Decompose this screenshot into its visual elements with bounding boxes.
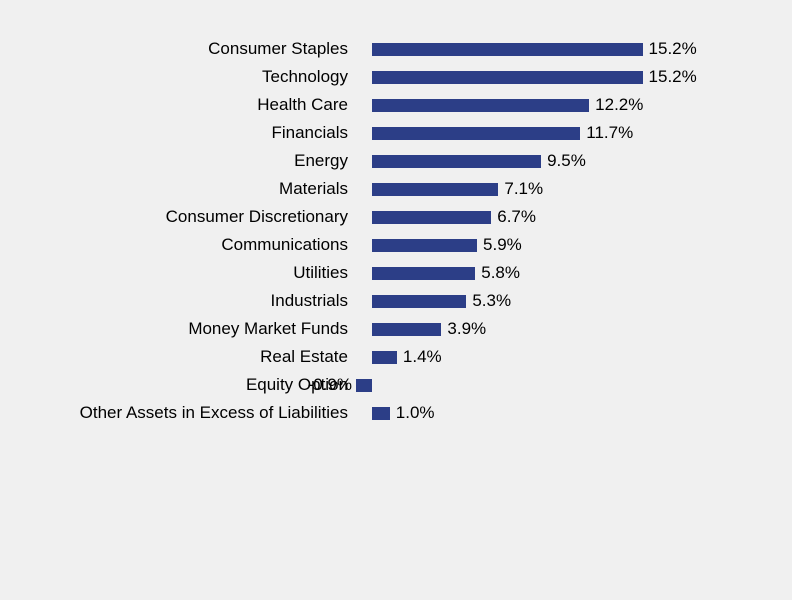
chart-row: Industrials 5.3% [0, 287, 792, 315]
value-label: 12.2% [595, 95, 643, 115]
bar [372, 155, 541, 168]
category-label: Other Assets in Excess of Liabilities [0, 403, 360, 423]
bar [372, 267, 475, 280]
value-label: 5.8% [481, 263, 520, 283]
bar-area: 15.2% [360, 35, 792, 63]
bar-area: 7.1% [360, 175, 792, 203]
bar-area: -0.9% [360, 371, 792, 399]
value-label: 3.9% [447, 319, 486, 339]
bar [372, 239, 477, 252]
chart-row: Communications 5.9% [0, 231, 792, 259]
chart-row: Materials 7.1% [0, 175, 792, 203]
bar-area: 3.9% [360, 315, 792, 343]
allocation-bar-chart: Consumer Staples 15.2% Technology 15.2% Heal… [0, 0, 792, 600]
bar [372, 183, 498, 196]
chart-row: Technology 15.2% [0, 63, 792, 91]
chart-row: Real Estate 1.4% [0, 343, 792, 371]
bar-area: 11.7% [360, 119, 792, 147]
category-label: Consumer Staples [0, 39, 360, 59]
bar [372, 295, 466, 308]
category-label: Equity Option [0, 375, 360, 395]
category-label: Health Care [0, 95, 360, 115]
chart-row: Consumer Staples 15.2% [0, 35, 792, 63]
chart-row: Money Market Funds 3.9% [0, 315, 792, 343]
category-label: Communications [0, 235, 360, 255]
bar-area: 15.2% [360, 63, 792, 91]
chart-row: Financials 11.7% [0, 119, 792, 147]
value-label: 1.4% [403, 347, 442, 367]
value-label: 1.0% [396, 403, 435, 423]
bar [372, 127, 580, 140]
bar [372, 43, 643, 56]
bar [372, 323, 441, 336]
bar-area: 12.2% [360, 91, 792, 119]
value-label: -0.9% [308, 375, 352, 395]
bar [372, 99, 589, 112]
value-label: 5.9% [483, 235, 522, 255]
bar [372, 71, 643, 84]
chart-row: Consumer Discretionary 6.7% [0, 203, 792, 231]
chart-row: Equity Option-0.9% [0, 371, 792, 399]
chart-row: Health Care 12.2% [0, 91, 792, 119]
bar-area: 1.0% [360, 399, 792, 427]
bar-area: 1.4% [360, 343, 792, 371]
bar [372, 351, 397, 364]
value-label: 9.5% [547, 151, 586, 171]
category-label: Materials [0, 179, 360, 199]
value-label: 6.7% [497, 207, 536, 227]
chart-row: Energy 9.5% [0, 147, 792, 175]
value-label: 15.2% [649, 39, 697, 59]
bar-area: 5.3% [360, 287, 792, 315]
bar [372, 407, 390, 420]
bar [372, 211, 491, 224]
bar-area: 5.9% [360, 231, 792, 259]
value-label: 7.1% [504, 179, 543, 199]
category-label: Financials [0, 123, 360, 143]
category-label: Consumer Discretionary [0, 207, 360, 227]
category-label: Real Estate [0, 347, 360, 367]
bar-area: 9.5% [360, 147, 792, 175]
bar [356, 379, 372, 392]
value-label: 15.2% [649, 67, 697, 87]
category-label: Utilities [0, 263, 360, 283]
chart-row: Other Assets in Excess of Liabilities 1.0… [0, 399, 792, 427]
value-label: 11.7% [586, 123, 633, 143]
bar-area: 5.8% [360, 259, 792, 287]
chart-row: Utilities 5.8% [0, 259, 792, 287]
bar-area: 6.7% [360, 203, 792, 231]
category-label: Energy [0, 151, 360, 171]
category-label: Money Market Funds [0, 319, 360, 339]
category-label: Industrials [0, 291, 360, 311]
category-label: Technology [0, 67, 360, 87]
value-label: 5.3% [472, 291, 511, 311]
